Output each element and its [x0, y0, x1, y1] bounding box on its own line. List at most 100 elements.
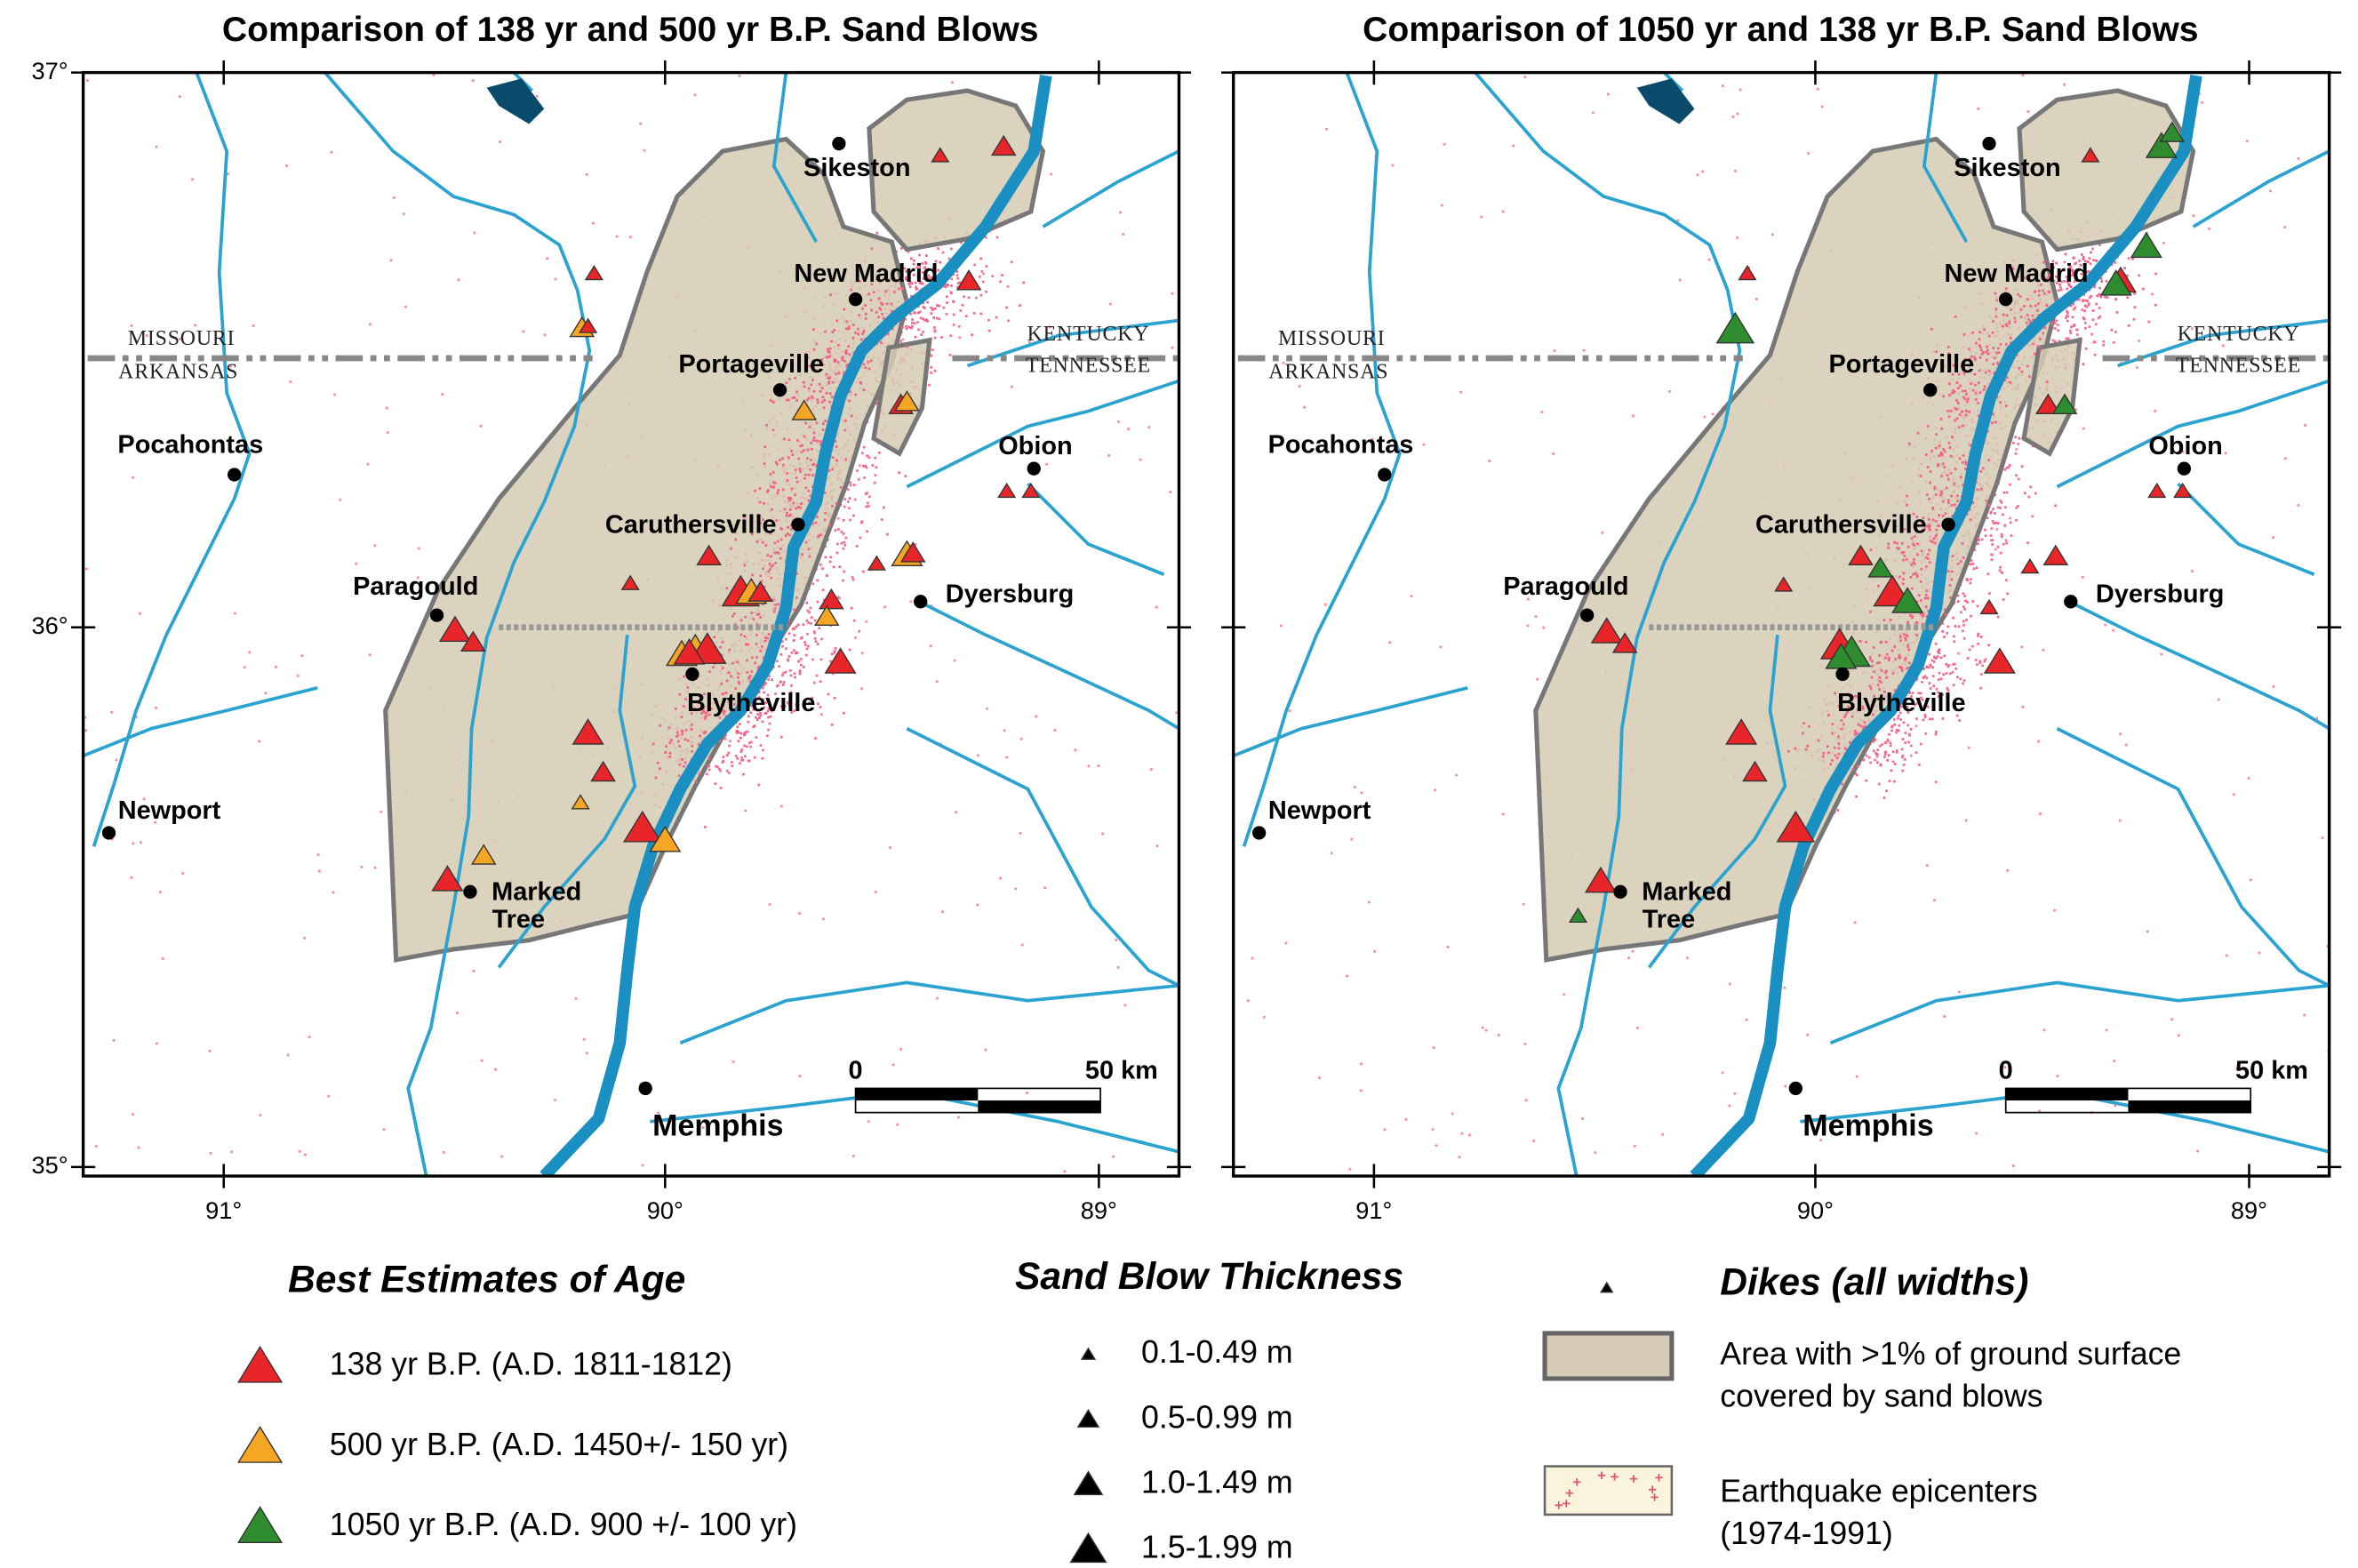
epicenter: [657, 1111, 659, 1115]
epicenter: [748, 741, 751, 745]
epicenter: [1992, 508, 1994, 510]
epicenter: [208, 1050, 212, 1052]
epicenter: [821, 428, 825, 431]
epicenter: [786, 701, 789, 704]
epicenter: [1914, 751, 1918, 754]
river: [1242, 72, 1402, 847]
epicenter: [914, 335, 917, 339]
epicenter: [154, 820, 157, 824]
epicenter: [1946, 625, 1950, 628]
epicenter: [471, 79, 475, 83]
epicenter: [1435, 1144, 1438, 1148]
epicenter: [950, 277, 954, 281]
epicenter: [1914, 703, 1916, 707]
epicenter: [769, 532, 772, 535]
epicenter: [752, 725, 755, 729]
epicenter: [918, 310, 922, 314]
epicenter: [1964, 460, 1968, 464]
epicenter: [2154, 303, 2157, 307]
epicenter: [1908, 613, 1912, 617]
sand-blow: [813, 604, 840, 627]
sand-blow: [1867, 556, 1893, 578]
epicenter: [784, 670, 787, 674]
epicenter: [999, 280, 1003, 284]
river: [324, 72, 592, 1177]
epicenter: [2112, 628, 2115, 632]
epicenter: [795, 399, 798, 402]
epicenter: [843, 371, 845, 374]
epicenter: [2115, 311, 2119, 314]
epicenter: [773, 481, 777, 484]
state-label: ARKANSAS: [1268, 361, 1388, 384]
epicenter: [2029, 304, 2032, 308]
city-label: New Madrid: [1945, 260, 2089, 288]
epicenter: [781, 644, 785, 648]
epicenter: [1969, 578, 1972, 581]
epicenter: [843, 505, 846, 508]
epicenter: [2146, 930, 2149, 933]
epicenter: [1952, 662, 1955, 666]
epicenter: [404, 305, 407, 308]
city-dot: [848, 292, 863, 307]
epicenter: [1924, 594, 1928, 596]
epicenter: [921, 271, 924, 274]
epicenter: [1943, 654, 1946, 658]
epicenter: [2039, 284, 2042, 286]
epicenter: [2031, 342, 2034, 346]
epicenter: [866, 501, 869, 505]
epicenter: [1035, 715, 1038, 718]
epicenter: [1933, 487, 1937, 491]
sand-blow: [696, 544, 722, 566]
epicenter: [1896, 541, 1898, 545]
epicenter: [1978, 381, 1980, 384]
epicenter: [1840, 719, 1843, 722]
epicenter: [2142, 287, 2145, 291]
epicenter: [1834, 692, 1836, 695]
epicenter: [735, 729, 739, 732]
epicenter: [777, 603, 779, 605]
epicenter: [905, 327, 908, 331]
epicenter: [911, 324, 914, 328]
epicenter: [2102, 343, 2106, 347]
epicenter: [2091, 309, 2095, 312]
epicenter: [762, 518, 764, 521]
panel-title: Comparison of 1050 yr and 138 yr B.P. Sa…: [1363, 11, 2198, 49]
epicenter: [227, 172, 229, 176]
epicenter: [763, 706, 766, 709]
epicenter: [808, 364, 811, 368]
epicenter: [1962, 620, 1965, 623]
epicenter: [2005, 541, 2009, 545]
epicenter: [736, 626, 739, 629]
epicenter: [373, 866, 377, 869]
epicenter: [2031, 515, 2034, 518]
epicenter: [1878, 654, 1881, 657]
river: [2056, 379, 2330, 489]
epicenter: [1553, 349, 1556, 352]
epicenter: [787, 398, 790, 402]
epicenter: [781, 674, 784, 677]
epicenter: [1323, 603, 1327, 606]
epicenter: [1734, 169, 1737, 172]
epicenter: [802, 623, 805, 627]
epicenter: [1880, 668, 1883, 672]
epicenter: [923, 267, 926, 270]
epicenter: [1978, 338, 1981, 340]
epicenter: [742, 772, 745, 776]
epicenter: [2065, 276, 2068, 278]
epicenter: [749, 711, 753, 715]
epicenter: [1929, 663, 1932, 667]
epicenter: [738, 723, 741, 725]
epicenter: [946, 284, 949, 287]
epicenter: [952, 313, 955, 316]
epicenter: [1933, 485, 1937, 489]
river: [1233, 685, 1468, 758]
epicenter: [848, 399, 851, 403]
epicenter: [707, 699, 711, 701]
epicenter: [1872, 740, 1875, 743]
epicenter: [795, 480, 799, 484]
epicenter: [787, 702, 791, 706]
epicenter: [2004, 506, 2007, 509]
epicenter: [1861, 705, 1865, 708]
epicenter: [1985, 345, 1988, 348]
epicenter: [905, 299, 908, 302]
